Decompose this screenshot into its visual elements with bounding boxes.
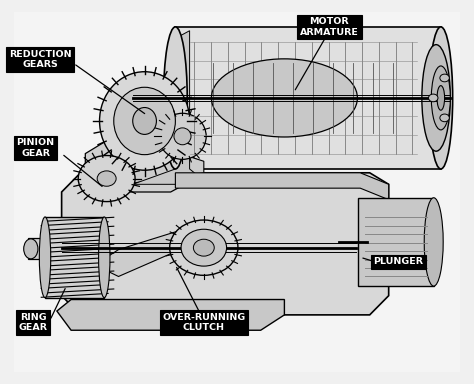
Polygon shape: [85, 142, 199, 192]
Ellipse shape: [170, 220, 238, 275]
Ellipse shape: [174, 128, 191, 145]
Ellipse shape: [440, 114, 449, 122]
Polygon shape: [57, 300, 284, 330]
Ellipse shape: [39, 217, 51, 298]
Bar: [175, 27, 441, 169]
Bar: [28, 238, 76, 259]
Ellipse shape: [211, 59, 357, 137]
Ellipse shape: [422, 45, 450, 151]
Ellipse shape: [181, 229, 227, 266]
Ellipse shape: [159, 113, 206, 159]
Ellipse shape: [99, 217, 110, 298]
Polygon shape: [62, 173, 389, 315]
Text: PLUNGER: PLUNGER: [373, 257, 423, 266]
Bar: [45, 217, 104, 298]
Bar: [358, 198, 434, 286]
Polygon shape: [95, 230, 180, 276]
Ellipse shape: [164, 27, 187, 169]
Ellipse shape: [428, 94, 438, 102]
Ellipse shape: [78, 156, 135, 202]
Text: PINION
GEAR: PINION GEAR: [17, 138, 55, 158]
Ellipse shape: [193, 239, 214, 256]
Ellipse shape: [440, 74, 449, 82]
Ellipse shape: [437, 86, 445, 110]
Ellipse shape: [114, 87, 175, 155]
Polygon shape: [175, 173, 389, 200]
Ellipse shape: [97, 171, 116, 186]
Ellipse shape: [424, 198, 443, 286]
Ellipse shape: [24, 239, 38, 259]
Ellipse shape: [100, 72, 190, 170]
Ellipse shape: [431, 66, 450, 130]
Text: RING
GEAR: RING GEAR: [18, 313, 48, 333]
Polygon shape: [133, 31, 199, 184]
Ellipse shape: [429, 27, 453, 169]
Text: REDUCTION
GEARS: REDUCTION GEARS: [9, 50, 72, 70]
Polygon shape: [123, 154, 204, 184]
Text: OVER-RUNNING
CLUTCH: OVER-RUNNING CLUTCH: [162, 313, 246, 333]
Ellipse shape: [133, 108, 156, 134]
Text: MOTOR
ARMATURE: MOTOR ARMATURE: [300, 17, 359, 37]
